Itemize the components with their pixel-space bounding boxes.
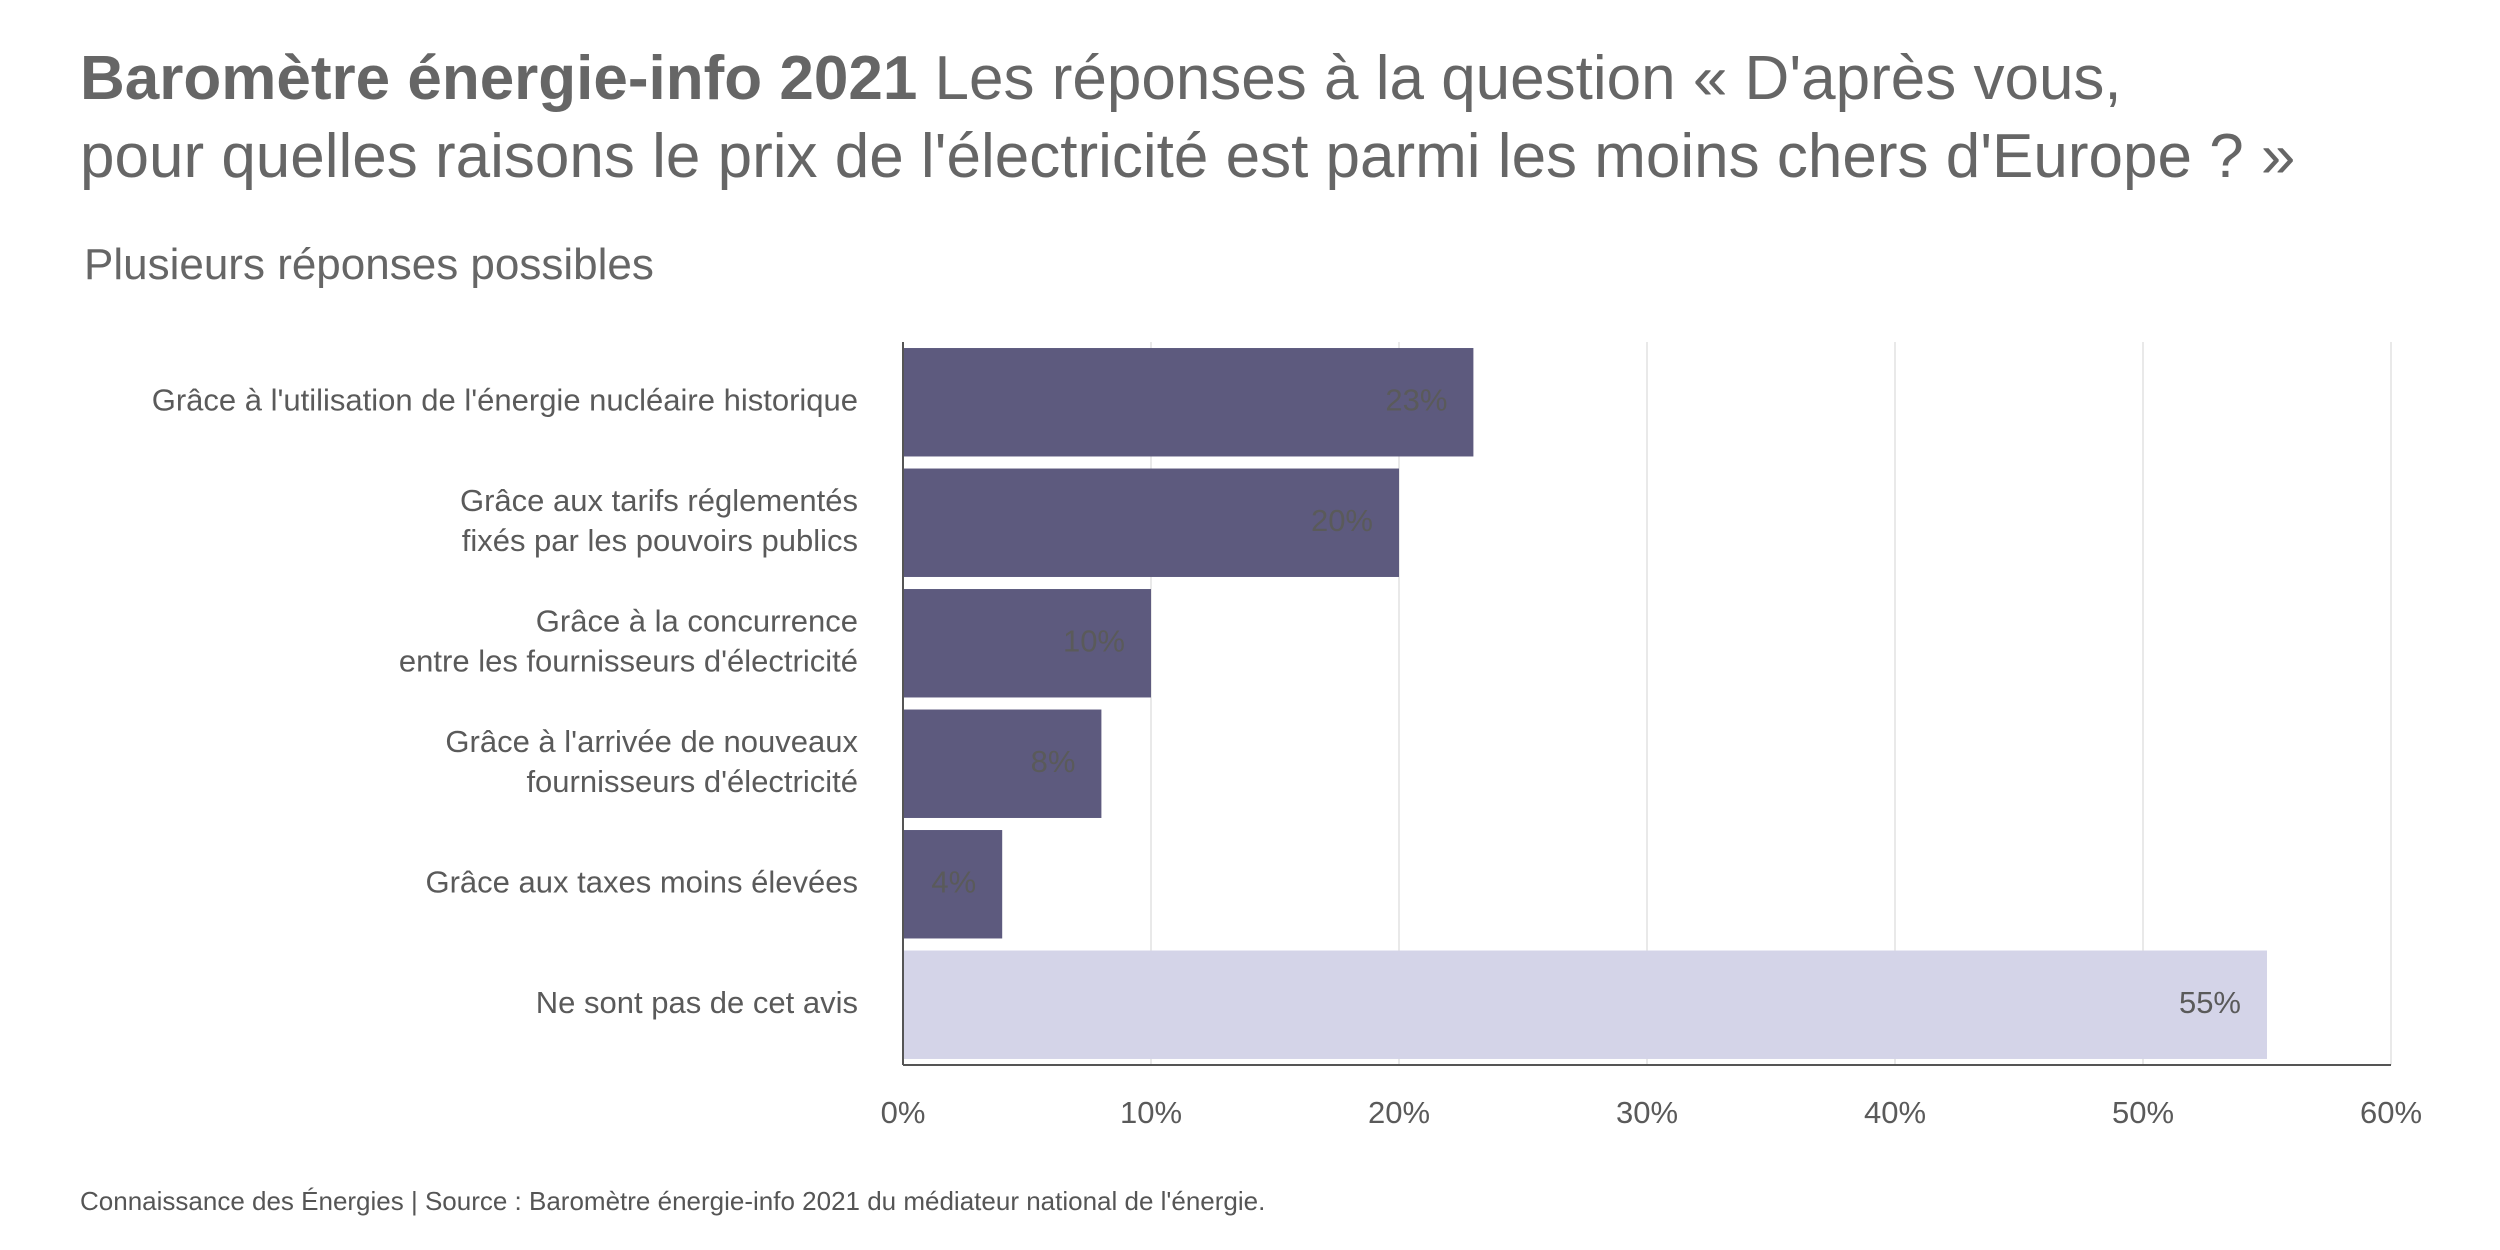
value-label: 4% bbox=[931, 864, 976, 899]
x-tick-label: 40% bbox=[1864, 1095, 1926, 1130]
bar bbox=[903, 348, 1474, 457]
question-line: Les réponses à la question « D'après vou… bbox=[934, 44, 2122, 113]
title-block: Baromètre énergie-info 2021 Les réponses… bbox=[80, 40, 2295, 196]
y-tick-label: Grâce à l'arrivée de nouveaux bbox=[445, 724, 858, 759]
x-tick-label: 50% bbox=[2112, 1095, 2174, 1130]
x-tick-label: 60% bbox=[2360, 1095, 2422, 1130]
bar bbox=[903, 950, 2267, 1059]
source: Connaissance des Énergies | Source : Bar… bbox=[80, 1186, 1266, 1216]
y-tick-label: Grâce aux taxes moins élevées bbox=[426, 864, 859, 899]
question-line: pour quelles raisons le prix de l'électr… bbox=[80, 122, 2296, 191]
subtitle: Plusieurs réponses possibles bbox=[84, 240, 654, 289]
value-label: 23% bbox=[1385, 382, 1447, 417]
bar bbox=[903, 589, 1151, 698]
y-tick-label: Grâce à l'utilisation de l'énergie nuclé… bbox=[152, 382, 858, 417]
bar bbox=[903, 468, 1399, 577]
x-tick-label: 20% bbox=[1368, 1095, 1430, 1130]
y-tick-label: fixés par les pouvoirs publics bbox=[462, 523, 858, 558]
y-tick-label: Grâce à la concurrence bbox=[536, 603, 858, 638]
value-label: 8% bbox=[1031, 744, 1076, 779]
chart: 0% 10% 20% 30% 40% 50% 60% Grâce à l'utilisatio… bbox=[152, 342, 2422, 1130]
x-tick-label: 0% bbox=[881, 1095, 926, 1130]
y-tick-label: fournisseurs d'électricité bbox=[526, 764, 858, 799]
chart-title: Baromètre énergie-info 2021 bbox=[80, 44, 918, 113]
y-tick-label: Ne sont pas de cet avis bbox=[536, 985, 858, 1020]
y-tick-label: entre les fournisseurs d'électricité bbox=[399, 643, 858, 678]
y-tick-label: Grâce aux tarifs réglementés bbox=[460, 483, 858, 518]
value-label: 10% bbox=[1063, 623, 1125, 658]
x-tick-label: 10% bbox=[1120, 1095, 1182, 1130]
bar bbox=[903, 709, 1102, 818]
value-label: 20% bbox=[1311, 503, 1373, 538]
value-label: 55% bbox=[2179, 985, 2241, 1020]
x-tick-label: 30% bbox=[1616, 1095, 1678, 1130]
bar bbox=[903, 830, 1003, 939]
